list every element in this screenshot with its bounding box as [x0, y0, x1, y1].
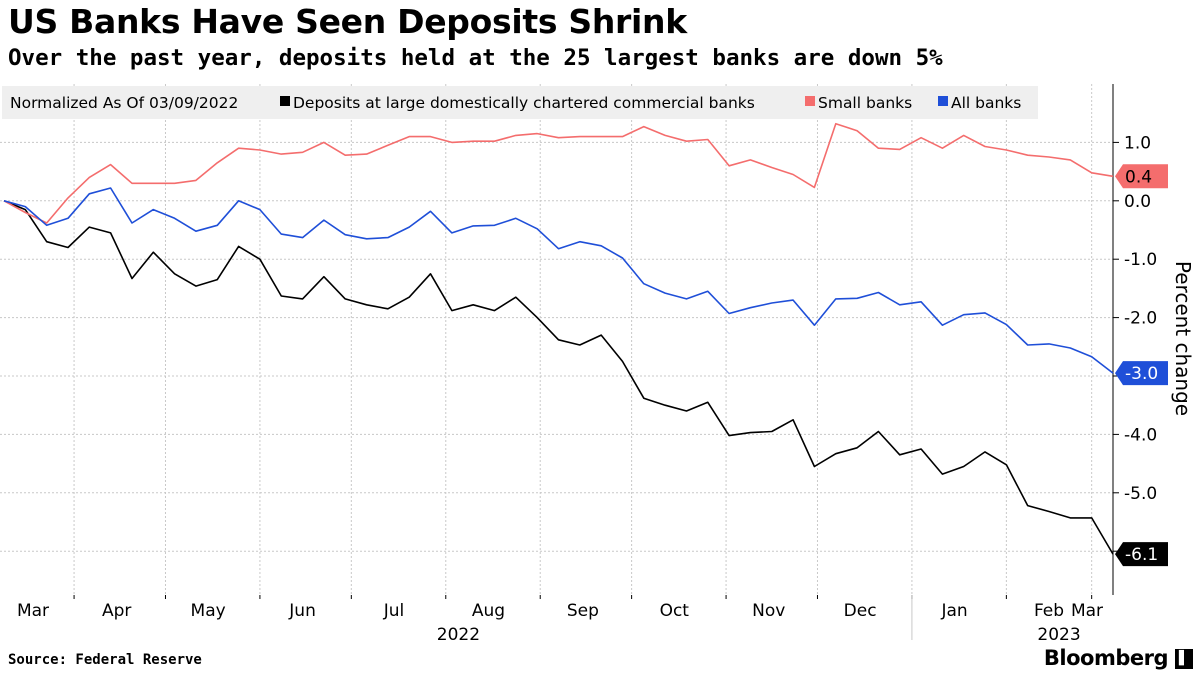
x-tick-label: Mar: [1071, 601, 1103, 621]
legend-title: Normalized As Of 03/09/2022: [10, 94, 238, 112]
end-value-tag: -6.1: [1115, 542, 1168, 567]
end-value-label: -3.0: [1125, 364, 1158, 384]
x-tick-label: Jan: [940, 601, 967, 621]
y-tick-label: 0.0: [1124, 192, 1151, 212]
series-line: [3, 122, 1114, 224]
end-value-tag: -3.0: [1115, 361, 1168, 386]
end-value-tag: 0.4: [1115, 164, 1168, 189]
x-tick-label: Feb: [1034, 601, 1064, 621]
end-value-tag-shape: [1115, 542, 1168, 567]
x-tick-label: Apr: [102, 601, 131, 621]
x-tick-label: Mar: [17, 601, 49, 621]
source-note: Source: Federal Reserve: [8, 652, 202, 668]
legend-swatch: [805, 96, 815, 106]
y-tick-label: -5.0: [1124, 484, 1157, 504]
end-value-tag-shape: [1115, 164, 1168, 189]
x-tick-label: Sep: [567, 601, 599, 621]
x-tick-label: Dec: [844, 601, 877, 621]
legend-background: [2, 86, 1038, 119]
legend-entry: All banks: [951, 94, 1021, 112]
x-year-label: 2022: [437, 625, 480, 640]
series-line: [3, 200, 1114, 555]
bloomberg-logo: Bloomberg: [1043, 646, 1169, 670]
y-axis-title: Percent change: [1171, 261, 1195, 416]
x-tick-label: Jul: [383, 601, 405, 621]
x-tick-label: Jun: [288, 601, 316, 621]
x-tick-label: May: [191, 601, 226, 621]
line-chart: -5.0 -4.0 -2.0 -1.0 0.0 1.0 Percent change Mar A…: [0, 84, 1195, 640]
legend-entry: Deposits at large domestically chartered…: [293, 94, 755, 112]
y-tick-label: -2.0: [1124, 309, 1157, 329]
chart-subtitle: Over the past year, deposits held at the…: [8, 45, 943, 71]
bloomberg-mark-icon: ▌: [1175, 649, 1193, 669]
x-tick-label: Nov: [752, 601, 785, 621]
end-value-label: 0.4: [1125, 167, 1152, 187]
end-value-label: -6.1: [1125, 545, 1158, 565]
y-tick-label: -4.0: [1124, 425, 1157, 445]
legend-swatch: [280, 96, 290, 106]
y-tick-label: 1.0: [1124, 133, 1151, 153]
series-line: [3, 187, 1114, 374]
y-tick-label: -1.0: [1124, 250, 1157, 270]
legend-swatch: [938, 96, 948, 106]
legend-entry: Small banks: [818, 94, 912, 112]
x-year-label: 2023: [1037, 625, 1080, 640]
end-value-tag-shape: [1115, 361, 1168, 386]
x-tick-label: Aug: [472, 601, 505, 621]
x-tick-label: Oct: [660, 601, 690, 621]
chart-title: US Banks Have Seen Deposits Shrink: [8, 2, 687, 41]
